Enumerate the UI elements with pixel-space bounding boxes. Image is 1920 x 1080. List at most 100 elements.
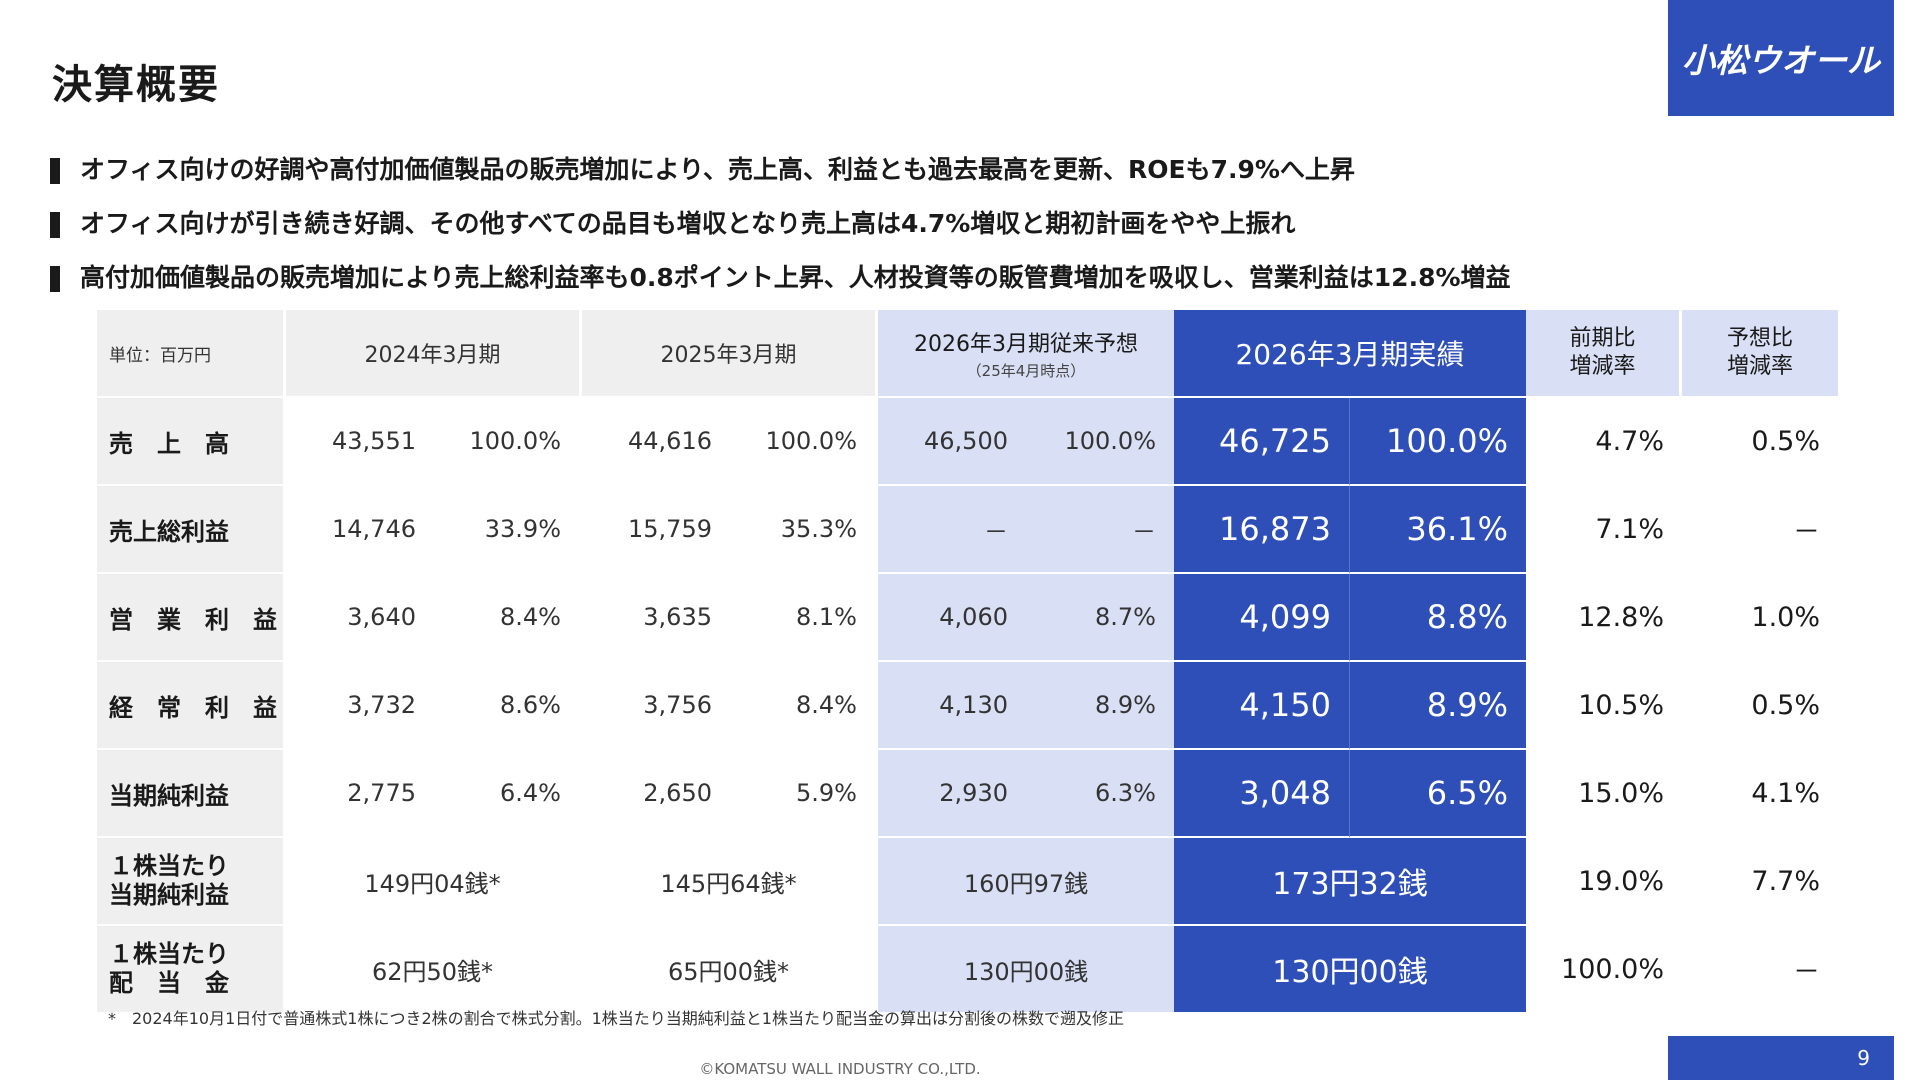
row-label-line2: 配 当 金 xyxy=(109,969,229,997)
cell-fy2024-ratio: 6.4% xyxy=(434,750,582,838)
cell-forecast-ratio: 6.3% xyxy=(1026,750,1174,838)
cell-fy2025-amount: 2,650 xyxy=(582,750,730,838)
cell-vs-plan: 4.1% xyxy=(1682,750,1838,838)
footnote: * 2024年10月1日付で普通株式1株につき2株の割合で株式分割。1株当たり当… xyxy=(108,1009,1124,1028)
header-vs-plan-line2: 増減率 xyxy=(1726,354,1793,379)
row-label-text: １株当たり配 当 金 xyxy=(97,940,283,998)
table-row: 売上総利益 14,746 33.9% 15,759 35.3% － － 16,8… xyxy=(97,486,1838,574)
cell-fy2024-amount: 43,551 xyxy=(286,398,434,486)
row-label-line2: 当期純利益 xyxy=(109,881,229,909)
cell-actual-amount: 4,150 xyxy=(1174,662,1350,750)
cell-forecast-amount: － xyxy=(878,486,1026,574)
cell-fy2025-value: 65円00銭* xyxy=(582,926,878,1014)
bullet-mark xyxy=(50,266,60,292)
cell-fy2024-amount: 3,640 xyxy=(286,574,434,662)
cell-actual-amount: 3,048 xyxy=(1174,750,1350,838)
header-forecast-title: 2026年3月期従来予想 xyxy=(914,331,1138,357)
cell-yoy: 100.0% xyxy=(1526,926,1682,1014)
unit-label-text: 単位：百万円 xyxy=(109,345,211,366)
cell-fy2025-amount: 3,756 xyxy=(582,662,730,750)
bullet-text: オフィス向けが引き続き好調、その他すべての品目も増収となり売上高は4.7%増収と… xyxy=(80,209,1296,238)
cell-fy2025-ratio: 8.4% xyxy=(730,662,878,750)
row-label-text: 当期純利益 xyxy=(109,781,229,810)
row-label-text: １株当たり 当期純利益 xyxy=(97,852,283,910)
cell-actual-ratio: 100.0% xyxy=(1350,398,1526,486)
cell-actual-ratio: 6.5% xyxy=(1350,750,1526,838)
header-forecast-sub: （25年4月時点） xyxy=(966,361,1086,380)
page-number: 9 xyxy=(1668,1036,1894,1080)
header-fy2025: 2025年3月期 xyxy=(582,310,878,398)
row-label: １株当たり配 当 金 xyxy=(97,926,286,1014)
row-label: 経 常 利 益 xyxy=(97,662,286,750)
logo-text: 小松ウオール xyxy=(1682,41,1880,80)
cell-forecast-amount: 4,060 xyxy=(878,574,1026,662)
table-row: 営 業 利 益 3,640 8.4% 3,635 8.1% 4,060 8.7%… xyxy=(97,574,1838,662)
row-label-text: 経 常 利 益 xyxy=(109,693,277,722)
cell-fy2025-amount: 15,759 xyxy=(582,486,730,574)
cell-forecast-value: 160円97銭 xyxy=(878,838,1174,926)
header-fy2024: 2024年3月期 xyxy=(286,310,582,398)
table-row: 経 常 利 益 3,732 8.6% 3,756 8.4% 4,130 8.9%… xyxy=(97,662,1838,750)
cell-actual-ratio: 8.8% xyxy=(1350,574,1526,662)
cell-actual-amount: 16,873 xyxy=(1174,486,1350,574)
cell-vs-plan: 0.5% xyxy=(1682,662,1838,750)
cell-fy2024-value: 62円50銭* xyxy=(286,926,582,1014)
cell-fy2025-value: 145円64銭* xyxy=(582,838,878,926)
cell-fy2024-amount: 14,746 xyxy=(286,486,434,574)
copyright: ©KOMATSU WALL INDUSTRY CO.,LTD. xyxy=(699,1060,981,1078)
cell-fy2024-ratio: 33.9% xyxy=(434,486,582,574)
cell-forecast-ratio: 8.7% xyxy=(1026,574,1174,662)
cell-fy2025-ratio: 35.3% xyxy=(730,486,878,574)
cell-actual-amount: 4,099 xyxy=(1174,574,1350,662)
cell-vs-plan: 7.7% xyxy=(1682,838,1838,926)
cell-fy2024-ratio: 8.4% xyxy=(434,574,582,662)
header-actual: 2026年3月期実績 xyxy=(1174,310,1526,398)
cell-actual-ratio: 8.9% xyxy=(1350,662,1526,750)
cell-yoy: 4.7% xyxy=(1526,398,1682,486)
cell-forecast-amount: 4,130 xyxy=(878,662,1026,750)
row-label-line1: １株当たり xyxy=(109,852,229,880)
cell-fy2025-amount: 44,616 xyxy=(582,398,730,486)
cell-actual-value: 173円32銭 xyxy=(1174,838,1526,926)
cell-forecast-value: 130円00銭 xyxy=(878,926,1174,1014)
table-header-row: 単位：百万円 2024年3月期 2025年3月期 2026年3月期従来予想 （2… xyxy=(97,310,1838,398)
row-label: 売 上 高 xyxy=(97,398,286,486)
bullet-mark xyxy=(50,212,60,238)
cell-fy2025-ratio: 5.9% xyxy=(730,750,878,838)
cell-yoy: 7.1% xyxy=(1526,486,1682,574)
row-label: 売上総利益 xyxy=(97,486,286,574)
row-label-text: 営 業 利 益 xyxy=(109,605,277,634)
table-row: 当期純利益 2,775 6.4% 2,650 5.9% 2,930 6.3% 3… xyxy=(97,750,1838,838)
bullet-text: オフィス向けの好調や高付加価値製品の販売増加により、売上高、利益とも過去最高を更… xyxy=(80,155,1355,184)
bullet-mark xyxy=(50,158,60,184)
header-vs-plan-line1: 予想比 xyxy=(1726,326,1793,351)
cell-fy2024-amount: 2,775 xyxy=(286,750,434,838)
row-label-line1: １株当たり xyxy=(109,940,229,968)
company-logo: 小松ウオール xyxy=(1668,0,1894,116)
cell-forecast-amount: 46,500 xyxy=(878,398,1026,486)
header-yoy: 前期比 増減率 xyxy=(1526,310,1682,398)
cell-forecast-amount: 2,930 xyxy=(878,750,1026,838)
cell-forecast-ratio: 100.0% xyxy=(1026,398,1174,486)
cell-fy2024-value: 149円04銭* xyxy=(286,838,582,926)
cell-yoy: 12.8% xyxy=(1526,574,1682,662)
cell-fy2025-amount: 3,635 xyxy=(582,574,730,662)
row-label-text: 売 上 高 xyxy=(109,429,229,458)
cell-forecast-ratio: － xyxy=(1026,486,1174,574)
cell-yoy: 19.0% xyxy=(1526,838,1682,926)
cell-vs-plan: 1.0% xyxy=(1682,574,1838,662)
cell-fy2025-ratio: 100.0% xyxy=(730,398,878,486)
cell-fy2024-amount: 3,732 xyxy=(286,662,434,750)
financial-summary-table: 単位：百万円 2024年3月期 2025年3月期 2026年3月期従来予想 （2… xyxy=(97,310,1838,1014)
cell-actual-value: 130円00銭 xyxy=(1174,926,1526,1014)
cell-vs-plan: 0.5% xyxy=(1682,398,1838,486)
header-vs-plan: 予想比 増減率 xyxy=(1682,310,1838,398)
summary-bullets: オフィス向けの好調や高付加価値製品の販売増加により、売上高、利益とも過去最高を更… xyxy=(50,150,1511,312)
header-yoy-line1: 前期比 xyxy=(1569,326,1636,351)
unit-label: 単位：百万円 xyxy=(97,310,286,398)
cell-vs-plan: － xyxy=(1682,926,1838,1014)
header-forecast: 2026年3月期従来予想 （25年4月時点） xyxy=(878,310,1174,398)
table-row: 売 上 高 43,551 100.0% 44,616 100.0% 46,500… xyxy=(97,398,1838,486)
cell-forecast-ratio: 8.9% xyxy=(1026,662,1174,750)
row-label: 当期純利益 xyxy=(97,750,286,838)
